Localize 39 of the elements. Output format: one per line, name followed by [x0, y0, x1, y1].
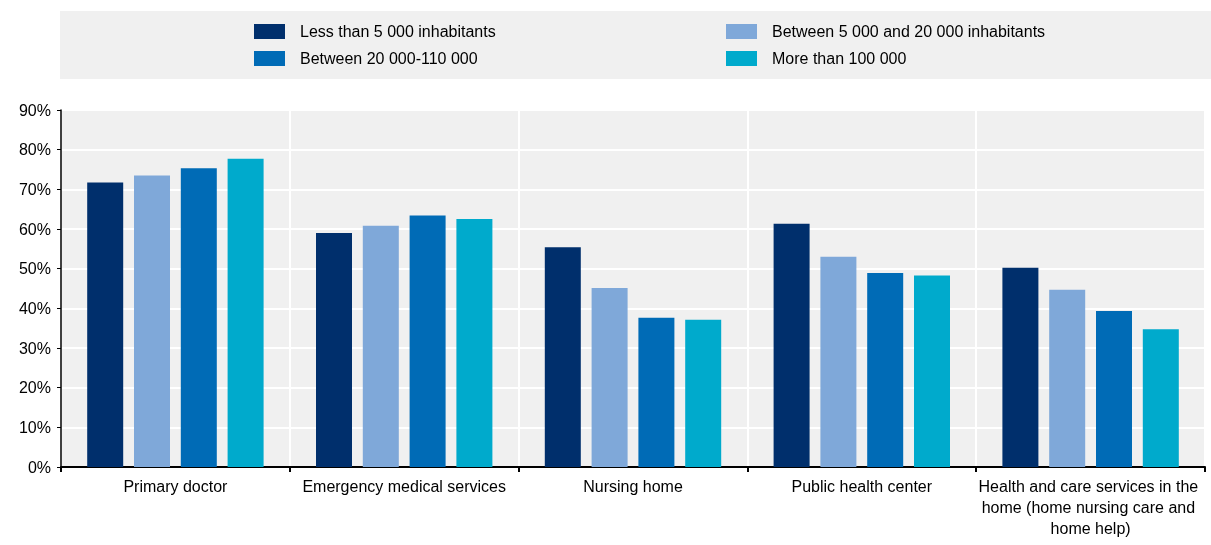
- bar: [914, 275, 950, 467]
- x-tick-label: Primary doctor: [123, 478, 229, 495]
- y-tick-label: 70%: [18, 180, 51, 198]
- x-tick-label: Emergency medical services: [302, 478, 507, 495]
- bar: [544, 247, 581, 467]
- bar: [867, 273, 904, 467]
- y-tick-label: 90%: [18, 101, 51, 119]
- y-tick-label: 20%: [18, 379, 51, 397]
- bar: [409, 215, 446, 467]
- x-tick-label: Public health center: [791, 478, 933, 495]
- y-tick-label: 10%: [18, 418, 51, 436]
- legend-label: More than 100 000: [772, 50, 907, 67]
- y-tick-label: 40%: [18, 299, 51, 317]
- y-tick-label: 0%: [27, 458, 51, 476]
- bar: [227, 158, 264, 467]
- y-tick-label: 30%: [18, 339, 51, 357]
- x-tick-label: Nursing home: [583, 478, 683, 495]
- bar: [1049, 289, 1086, 467]
- bar: [685, 319, 722, 467]
- bar: [134, 175, 170, 467]
- legend-label: Between 5 000 and 20 000 inhabitants: [772, 23, 1046, 40]
- bar: [316, 232, 352, 467]
- bar: [87, 182, 124, 467]
- bar: [456, 219, 493, 467]
- legend-label: Less than 5 000 inhabitants: [300, 23, 496, 40]
- y-tick-label: 80%: [18, 141, 51, 159]
- x-tick-label: Health and care services in the home (home nursing care and home help): [978, 478, 1203, 537]
- y-tick-label: 50%: [18, 260, 51, 278]
- bar: [1002, 267, 1039, 467]
- bar: [820, 256, 857, 467]
- bar: [180, 168, 217, 467]
- bar: [591, 288, 628, 467]
- y-tick-label: 60%: [18, 220, 51, 238]
- bar: [773, 223, 810, 467]
- bar: [1142, 329, 1179, 467]
- bar: [638, 317, 675, 467]
- bar: [362, 225, 399, 467]
- legend-label: Between 20 000-110 000: [300, 50, 478, 67]
- bar: [1096, 311, 1132, 467]
